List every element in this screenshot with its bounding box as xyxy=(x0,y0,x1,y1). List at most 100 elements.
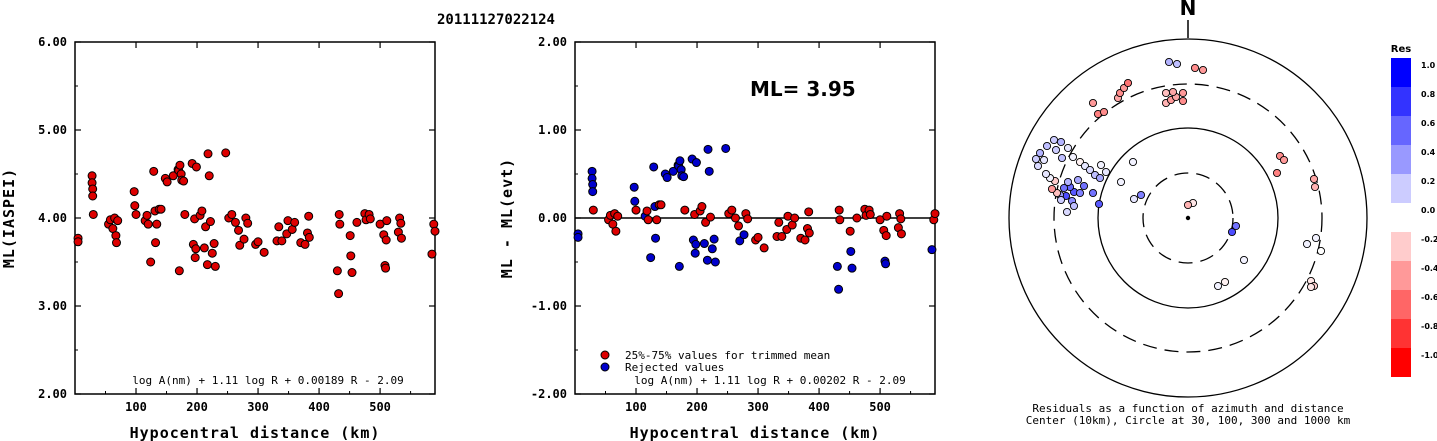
station-point xyxy=(1068,152,1078,162)
station-point xyxy=(1178,88,1188,98)
station-point xyxy=(1079,181,1089,191)
colorbar-swatch xyxy=(1391,145,1411,174)
colorbar-label: 0.8 xyxy=(1421,90,1436,99)
panel-magnitude: 100 200 300 400 500 2.00 3.00 4.00 5.00 6.00 log … xyxy=(0,35,440,441)
x-tick-label: 100 xyxy=(125,400,147,414)
accepted-point xyxy=(743,214,753,224)
rejected-point xyxy=(709,234,719,244)
colorbar-label: 0.2 xyxy=(1421,177,1435,186)
colorbar-swatch xyxy=(1391,174,1411,203)
data-point xyxy=(205,217,215,227)
colorbar-swatch xyxy=(1391,116,1411,145)
station-point xyxy=(1316,246,1326,256)
accepted-point xyxy=(881,231,891,241)
data-point xyxy=(149,166,159,176)
rejected-point xyxy=(739,230,749,240)
colorbar-label: -0.2 xyxy=(1421,235,1437,244)
rejected-point xyxy=(927,245,937,255)
station-point xyxy=(1123,78,1133,88)
accepted-point xyxy=(727,205,737,215)
station-point xyxy=(1051,145,1061,155)
data-point xyxy=(88,209,98,219)
data-point xyxy=(259,247,269,257)
panel-magnitude-points xyxy=(73,148,440,299)
accepted-point xyxy=(613,211,623,221)
rejected-point xyxy=(702,255,712,265)
ring-30km xyxy=(1142,172,1234,264)
rejected-point xyxy=(679,172,689,182)
colorbar-label: -0.8 xyxy=(1421,322,1437,331)
data-point xyxy=(174,266,184,276)
accepted-point xyxy=(896,214,906,224)
rejected-point xyxy=(675,156,685,166)
data-point xyxy=(304,211,314,221)
accepted-point xyxy=(896,229,906,239)
rejected-point xyxy=(674,261,684,271)
colorbar-label: 0.6 xyxy=(1421,119,1436,128)
station-point xyxy=(1168,87,1178,97)
colorbar-swatch xyxy=(1391,261,1411,290)
data-point xyxy=(180,209,190,219)
accepted-point xyxy=(680,205,690,215)
data-point xyxy=(396,233,406,243)
ring-300km xyxy=(1053,83,1323,353)
accepted-point xyxy=(631,205,641,215)
x-tick-label: 200 xyxy=(186,400,208,414)
station-point xyxy=(1220,277,1230,287)
y-tick-label: 5.00 xyxy=(38,123,67,137)
accepted-point xyxy=(852,213,862,223)
accepted-point xyxy=(882,211,892,221)
panel-residual-formula: log A(nm) + 1.11 log R + 0.00202 R - 2.0… xyxy=(634,374,906,387)
data-point xyxy=(253,237,263,247)
data-point xyxy=(365,214,375,224)
rejected-point xyxy=(846,246,856,256)
station-point xyxy=(1035,148,1045,158)
rejected-point xyxy=(699,239,709,249)
station-point xyxy=(1059,183,1069,193)
accepted-point xyxy=(865,209,875,219)
data-point xyxy=(300,239,310,249)
station-point xyxy=(1031,154,1041,164)
accepted-point xyxy=(777,231,787,241)
colorbar-label: 0.4 xyxy=(1421,148,1436,157)
colorbar-label: 0.0 xyxy=(1421,206,1436,215)
x-tick-label: 500 xyxy=(369,400,391,414)
data-point xyxy=(430,226,440,236)
data-point xyxy=(88,191,98,201)
data-point xyxy=(202,260,212,270)
station-point xyxy=(1042,141,1052,151)
data-point xyxy=(197,206,207,216)
station-point xyxy=(1094,199,1104,209)
x-tick-label: 400 xyxy=(808,400,830,414)
ring-1000km xyxy=(1008,38,1368,398)
panel-residual-xlabel: Hypocentral distance (km) xyxy=(630,424,881,441)
colorbar-label: 1.0 xyxy=(1421,61,1436,70)
data-point xyxy=(199,243,209,253)
station-point xyxy=(1227,227,1237,237)
station-point xyxy=(1033,161,1043,171)
station-point xyxy=(1190,63,1200,73)
data-point xyxy=(113,216,123,226)
data-point xyxy=(179,176,189,186)
accepted-point xyxy=(656,200,666,210)
panel-residual-ylabel: ML - ML(evt) xyxy=(498,158,516,278)
data-point xyxy=(156,204,166,214)
station-point xyxy=(1088,98,1098,108)
data-point xyxy=(129,187,139,197)
rejected-point xyxy=(630,196,640,206)
rejected-point xyxy=(721,143,731,153)
station-point xyxy=(1128,157,1138,167)
station-point xyxy=(1056,137,1066,147)
data-point xyxy=(234,225,244,235)
station-point xyxy=(1088,188,1098,198)
accepted-point xyxy=(800,235,810,245)
accepted-point xyxy=(697,202,707,212)
rejected-point xyxy=(691,158,701,168)
station-point xyxy=(1069,201,1079,211)
accepted-point xyxy=(774,217,784,227)
colorbar-label: -1.0 xyxy=(1421,351,1437,360)
accepted-point xyxy=(705,212,715,222)
colorbar-swatches: 1.0 0.8 0.6 0.4 0.2 0.0 -0.2 -0.4 -0.6 -0.8 -1.0 xyxy=(1391,58,1437,377)
rejected-point xyxy=(690,248,700,258)
data-point xyxy=(334,289,344,299)
